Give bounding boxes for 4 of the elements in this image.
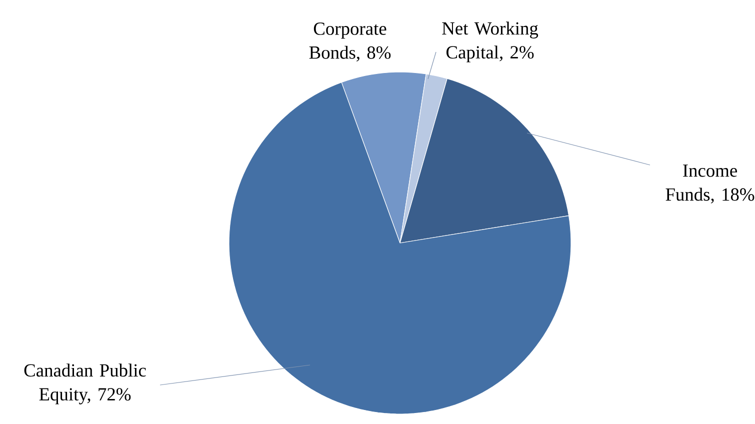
slice-label: Income Funds, 18% <box>666 164 754 204</box>
slice-label: Net Working Capital, 2% <box>442 22 538 62</box>
slice-label: Canadian Public Equity, 72% <box>24 364 146 404</box>
slice-label: Corporate Bonds, 8% <box>309 22 391 62</box>
